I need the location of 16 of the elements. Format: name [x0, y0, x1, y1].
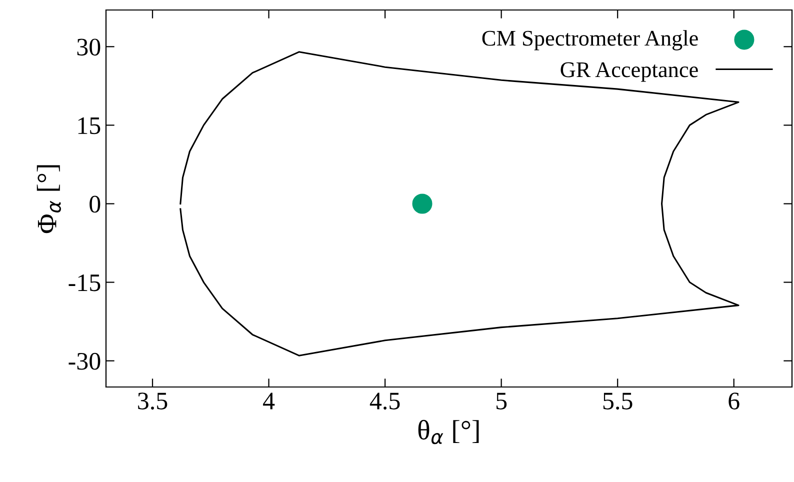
y-tick-label: 15	[78, 117, 100, 134]
y-tick-label: -15	[68, 274, 100, 292]
x-tick-label: 4	[263, 392, 275, 410]
x-tick-label: 3.5	[138, 392, 168, 410]
legend-label: GR Acceptance	[560, 62, 698, 82]
legend-label: CM Spectrometer Angle	[482, 30, 698, 50]
y-tick-label: 0	[90, 196, 100, 213]
x-tick-label: 4.5	[370, 392, 400, 410]
line-series	[180, 51, 740, 356]
x-axis-title: θ$_{α}$ [°]	[418, 420, 479, 444]
x-tick-label: 6	[728, 392, 740, 410]
y-tick-label: 30	[77, 38, 100, 56]
x-tick-label: 5	[496, 392, 507, 410]
y-tick-label: -30	[68, 352, 100, 370]
x-tick-label: 5.5	[603, 392, 632, 410]
y-axis-title: Φ$_{α}$ [°]	[36, 165, 61, 234]
